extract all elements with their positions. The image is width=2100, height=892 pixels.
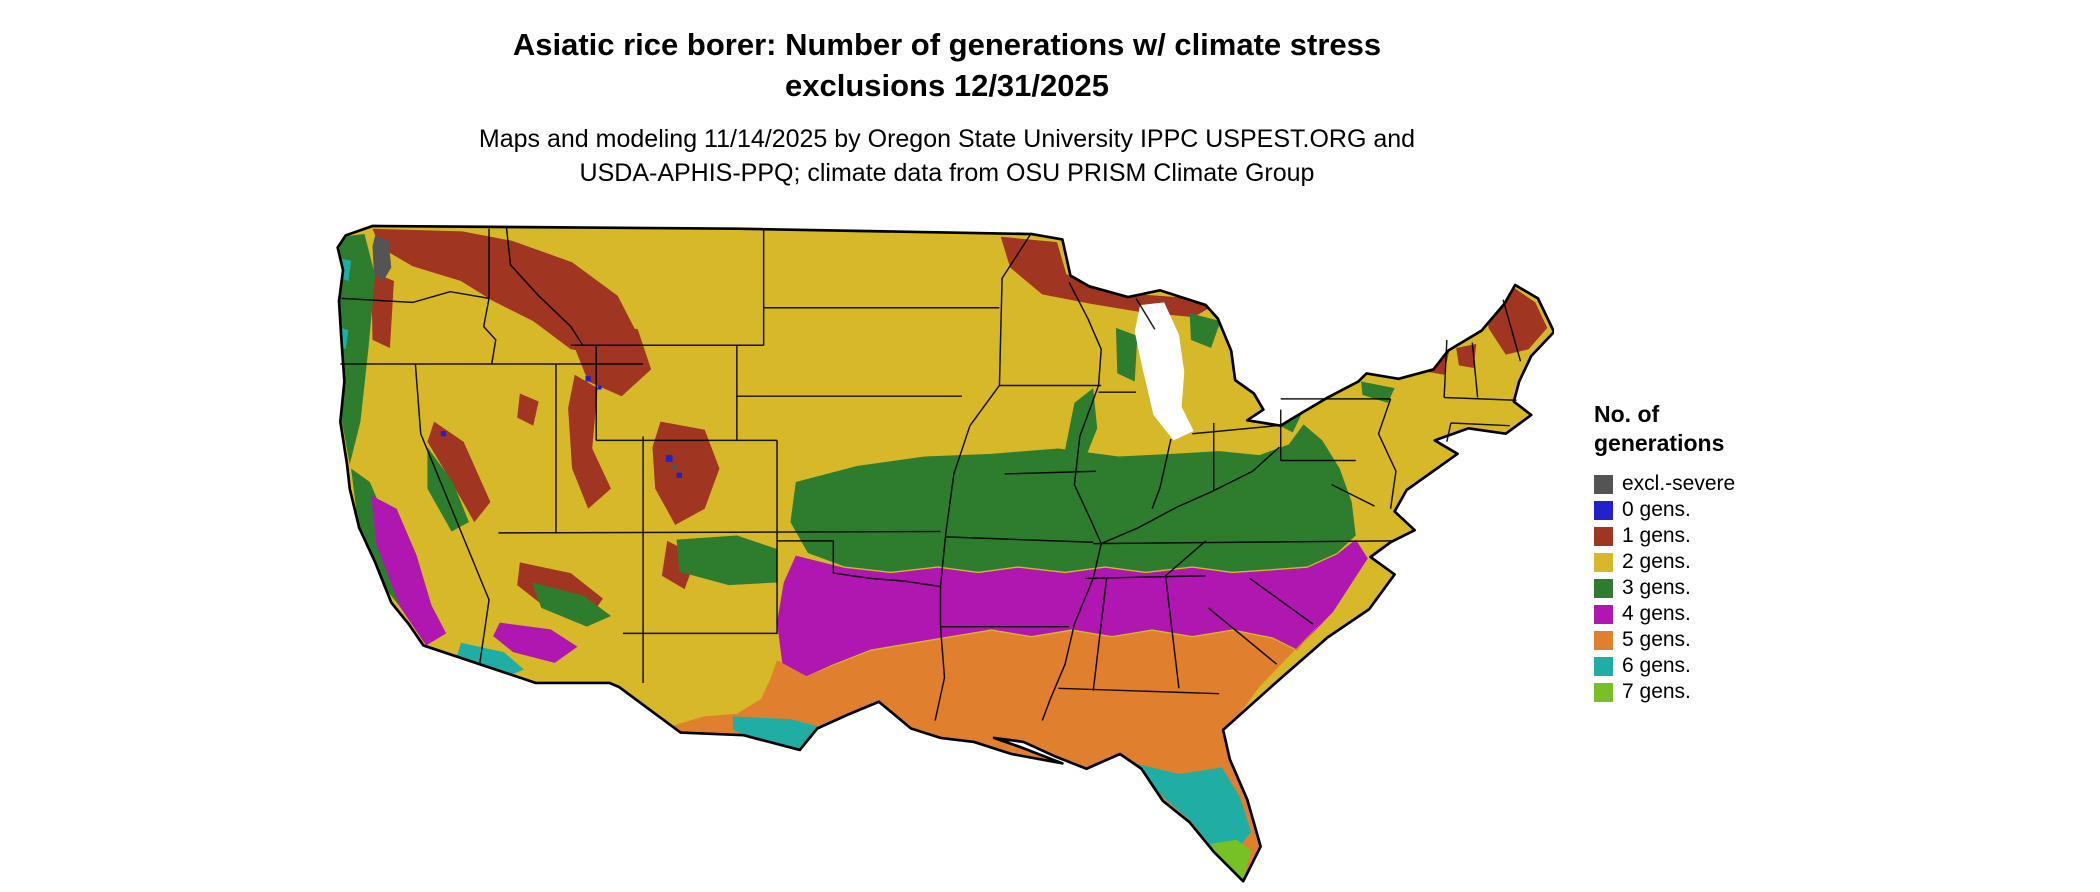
legend-label: 6 gens. — [1622, 654, 1691, 677]
page-subtitle: Maps and modeling 11/14/2025 by Oregon S… — [0, 122, 1894, 190]
legend-item-7-gens: 7 gens. — [1594, 679, 1735, 705]
page-title-line2: exclusions 12/31/2025 — [784, 68, 1109, 103]
state-borders — [340, 227, 1522, 721]
legend-title: No. of generations — [1594, 400, 1735, 458]
legend-items: excl.-severe 0 gens. 1 gens. 2 gens. 3 g… — [1594, 471, 1735, 705]
us-map — [335, 222, 1554, 892]
us-outline — [336, 224, 1554, 883]
legend-label: 3 gens. — [1622, 576, 1691, 599]
legend-label: 2 gens. — [1622, 550, 1691, 573]
page-title: Asiatic rice borer: Number of generation… — [0, 24, 1894, 106]
legend-item-6-gens: 6 gens. — [1594, 653, 1735, 679]
page-subtitle-line1: Maps and modeling 11/14/2025 by Oregon S… — [478, 125, 1416, 153]
legend-swatch-excl-severe — [1594, 474, 1613, 494]
legend-item-5-gens: 5 gens. — [1594, 627, 1735, 653]
page-subtitle-line2: USDA-APHIS-PPQ; climate data from OSU PR… — [579, 159, 1315, 187]
legend-item-1-gens: 1 gens. — [1594, 523, 1735, 549]
legend-label: 0 gens. — [1622, 498, 1691, 521]
legend-swatch-4-gens — [1594, 604, 1613, 624]
map-region-4-gens — [371, 495, 1368, 677]
legend-swatch-5-gens — [1594, 630, 1613, 650]
legend-swatch-6-gens — [1594, 656, 1613, 676]
legend-swatch-3-gens — [1594, 578, 1613, 598]
legend-title-line1: No. of — [1594, 401, 1660, 427]
legend-swatch-7-gens — [1594, 682, 1613, 702]
map-region-7-gens — [1211, 839, 1252, 880]
legend-swatch-0-gens — [1594, 500, 1613, 520]
legend-label: 7 gens. — [1622, 680, 1691, 703]
map-region-5-gens — [672, 622, 1321, 882]
legend-swatch-1-gens — [1594, 526, 1613, 546]
legend-item-4-gens: 4 gens. — [1594, 601, 1735, 627]
legend-title-line2: generations — [1594, 430, 1725, 456]
legend-label: excl.-severe — [1622, 472, 1736, 495]
legend-swatch-2-gens — [1594, 552, 1613, 572]
map-region-6-gens — [337, 258, 1252, 852]
legend-item-0-gens: 0 gens. — [1594, 497, 1735, 523]
map-region-3-gens — [337, 234, 1395, 627]
legend-label: 5 gens. — [1622, 628, 1691, 651]
legend-item-excl-severe: excl.-severe — [1594, 471, 1735, 497]
legend-label: 4 gens. — [1622, 602, 1691, 625]
lake-michigan — [1134, 302, 1194, 441]
legend-item-2-gens: 2 gens. — [1594, 549, 1735, 575]
legend-label: 1 gens. — [1622, 524, 1691, 547]
us-map-svg — [336, 224, 1554, 883]
legend-item-3-gens: 3 gens. — [1594, 575, 1735, 601]
legend: No. of generations excl.-severe 0 gens. … — [1594, 400, 1735, 705]
page-title-line1: Asiatic rice borer: Number of generation… — [512, 27, 1382, 62]
